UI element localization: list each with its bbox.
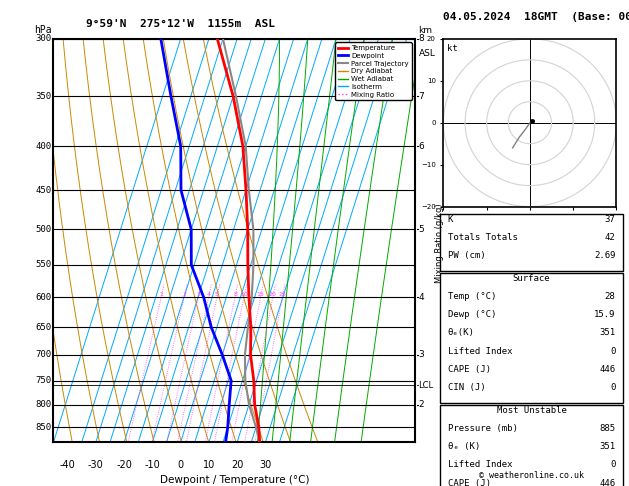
Text: 0: 0 (610, 383, 615, 392)
Text: 351: 351 (599, 329, 615, 337)
Text: 400: 400 (35, 141, 52, 151)
Text: 15.9: 15.9 (594, 310, 615, 319)
Text: 0: 0 (610, 347, 615, 356)
Text: 5: 5 (215, 292, 219, 297)
Text: 350: 350 (35, 92, 52, 101)
Legend: Temperature, Dewpoint, Parcel Trajectory, Dry Adiabat, Wet Adiabat, Isotherm, Mi: Temperature, Dewpoint, Parcel Trajectory… (335, 42, 411, 100)
Text: 650: 650 (35, 323, 52, 331)
Text: Lifted Index: Lifted Index (448, 460, 512, 469)
Text: 0: 0 (610, 460, 615, 469)
Text: Dewpoint / Temperature (°C): Dewpoint / Temperature (°C) (160, 474, 309, 485)
Text: -30: -30 (88, 460, 104, 470)
Text: 28: 28 (604, 292, 615, 301)
Text: 30: 30 (259, 460, 272, 470)
Text: 10: 10 (203, 460, 215, 470)
Text: 0: 0 (177, 460, 184, 470)
Text: 4: 4 (207, 292, 211, 297)
Text: 25: 25 (279, 292, 286, 297)
Text: 04.05.2024  18GMT  (Base: 00): 04.05.2024 18GMT (Base: 00) (443, 12, 629, 22)
Text: 2: 2 (419, 400, 424, 409)
Text: 750: 750 (35, 376, 52, 385)
Text: 700: 700 (35, 350, 52, 359)
Text: -20: -20 (116, 460, 132, 470)
Text: 600: 600 (35, 293, 52, 302)
Text: 446: 446 (599, 479, 615, 486)
Text: 8: 8 (233, 292, 237, 297)
Text: Mixing Ratio (g/kg): Mixing Ratio (g/kg) (435, 203, 443, 283)
Text: 450: 450 (35, 186, 52, 194)
Text: kt: kt (447, 44, 458, 53)
Text: 2.69: 2.69 (594, 251, 615, 260)
Text: Dewp (°C): Dewp (°C) (448, 310, 496, 319)
Text: 15: 15 (257, 292, 265, 297)
Text: 7: 7 (419, 92, 425, 101)
Text: 550: 550 (35, 260, 52, 269)
Text: Most Unstable: Most Unstable (496, 405, 567, 415)
Text: CAPE (J): CAPE (J) (448, 479, 491, 486)
Text: Pressure (mb): Pressure (mb) (448, 424, 518, 433)
Text: 10: 10 (240, 292, 248, 297)
Text: CAPE (J): CAPE (J) (448, 365, 491, 374)
Text: K: K (448, 215, 453, 224)
Text: θₑ(K): θₑ(K) (448, 329, 474, 337)
Text: 3: 3 (196, 292, 200, 297)
Text: 42: 42 (604, 233, 615, 242)
Text: Surface: Surface (513, 274, 550, 283)
Text: θₑ (K): θₑ (K) (448, 442, 480, 451)
Text: 6: 6 (419, 141, 425, 151)
Text: 351: 351 (599, 442, 615, 451)
Text: 850: 850 (35, 423, 52, 432)
Text: -40: -40 (60, 460, 75, 470)
Text: 2: 2 (182, 292, 186, 297)
Text: ASL: ASL (419, 49, 435, 58)
Text: 885: 885 (599, 424, 615, 433)
Bar (440, 214, 623, 271)
Text: 8: 8 (419, 35, 425, 43)
Text: Temp (°C): Temp (°C) (448, 292, 496, 301)
Text: 1: 1 (159, 292, 163, 297)
Text: hPa: hPa (34, 25, 52, 35)
Text: 446: 446 (599, 365, 615, 374)
Text: 20: 20 (231, 460, 243, 470)
Text: 20: 20 (269, 292, 277, 297)
Text: LCL: LCL (419, 381, 434, 390)
Bar (440, 273, 623, 402)
Text: © weatheronline.co.uk: © weatheronline.co.uk (479, 470, 584, 480)
Text: CIN (J): CIN (J) (448, 383, 485, 392)
Text: 3: 3 (419, 350, 425, 359)
Text: 800: 800 (35, 400, 52, 409)
Text: 37: 37 (604, 215, 615, 224)
Text: 500: 500 (35, 225, 52, 234)
Text: PW (cm): PW (cm) (448, 251, 485, 260)
Text: 4: 4 (419, 293, 424, 302)
Text: -10: -10 (145, 460, 160, 470)
Text: Totals Totals: Totals Totals (448, 233, 518, 242)
Text: 5: 5 (419, 225, 425, 234)
Text: 9°59'N  275°12'W  1155m  ASL: 9°59'N 275°12'W 1155m ASL (86, 19, 274, 29)
Text: Lifted Index: Lifted Index (448, 347, 512, 356)
Text: km: km (419, 26, 433, 35)
Text: 300: 300 (35, 35, 52, 43)
Bar (440, 404, 623, 486)
